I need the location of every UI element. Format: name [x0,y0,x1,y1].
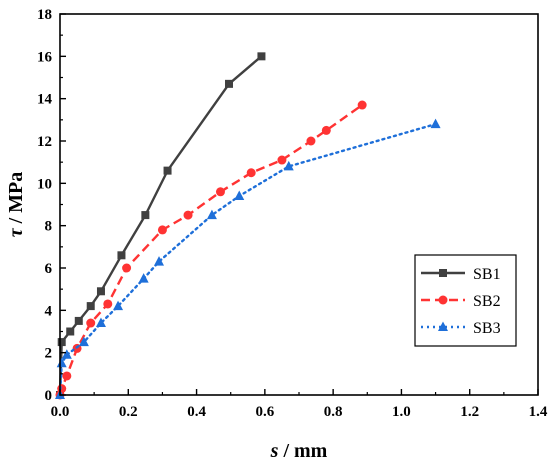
series-sb3 [55,118,441,399]
series-sb3-point [430,118,441,129]
series-sb1-point [96,287,105,296]
x-tick-label: 1.4 [529,404,548,420]
y-tick-label: 18 [37,7,52,23]
series-sb2-point [86,318,96,328]
legend-sb2-label: SB2 [473,293,501,310]
series-sb2-point [157,225,167,235]
x-axis-label-unit: / mm [278,440,327,462]
y-tick-label: 0 [45,388,53,404]
series-sb3-point [61,349,72,359]
series-sb1-point [66,327,75,336]
y-tick-label: 16 [37,49,53,65]
series-sb1-point [86,302,95,311]
series-sb2 [55,100,367,400]
x-tick-label: 0.0 [51,404,70,420]
series-sb2-point [122,263,132,273]
legend-sb3-label: SB3 [473,320,501,337]
series-sb1-line [58,55,263,396]
legend-sb1-marker [439,269,447,277]
series-sb3-point [154,256,165,266]
series-sb1-point [163,166,172,175]
y-axis-label: τ / MPa [5,172,27,238]
y-tick-label: 4 [45,303,53,319]
series-sb2-point [321,125,331,135]
x-tick-label: 1.2 [460,404,479,420]
series-sb2-point [277,155,287,165]
legend-sb1-label: SB1 [473,266,501,283]
series-sb3-line [58,122,437,397]
y-tick-label: 10 [37,176,52,192]
y-tick-label: 12 [37,134,52,150]
series-sb1-point [117,251,126,260]
y-tick-label: 8 [45,219,53,235]
y-tick-label: 2 [45,346,53,362]
series-sb2-line [58,104,363,396]
legend-box [414,254,517,347]
series-sb3-point [206,209,217,220]
series-sb2-point [215,187,225,197]
x-axis-label: s / mm [270,440,328,462]
series-sb2-point [306,136,316,146]
series-sb2-point [62,371,72,381]
series-sb2-point [57,384,67,394]
series-sb2-point [246,168,256,178]
series-sb3-point [283,160,294,171]
x-axis-label-var: s [270,440,279,462]
y-axis-ticks: 0 2 4 6 8 10 12 14 16 18 [37,7,66,404]
series-sb3-point [95,317,106,328]
y-axis-label-unit: / MPa [5,172,27,229]
x-tick-label: 1.0 [392,404,411,420]
legend-sb3-marker [438,321,448,331]
y-tick-label: 6 [45,261,53,277]
x-axis-ticks: 0.0 0.2 0.4 0.6 0.8 1.0 1.2 1.4 [51,389,548,420]
series-sb1-point [74,316,83,325]
series-sb3-point [78,336,89,347]
series-sb3-point [138,273,149,283]
series-sb1-point [225,79,234,88]
x-tick-label: 0.2 [119,404,138,420]
series-sb1 [56,52,266,399]
series-sb3-point [113,300,124,311]
series-sb1-point [257,52,266,61]
legend-sb2-marker [438,295,448,305]
series-layer [55,52,441,400]
series-sb2-point [357,100,367,110]
legend: SB1 SB2 SB3 [414,254,517,347]
series-sb2-point [183,210,193,220]
y-tick-label: 14 [37,92,53,108]
x-tick-label: 0.6 [255,404,274,420]
series-sb2-point [103,299,113,309]
series-sb1-point [57,338,66,347]
x-tick-label: 0.8 [324,404,343,420]
y-axis-label-var: τ [5,227,27,237]
x-tick-label: 0.4 [187,404,206,420]
series-sb1-point [141,211,150,220]
series-sb3-point [234,190,245,201]
